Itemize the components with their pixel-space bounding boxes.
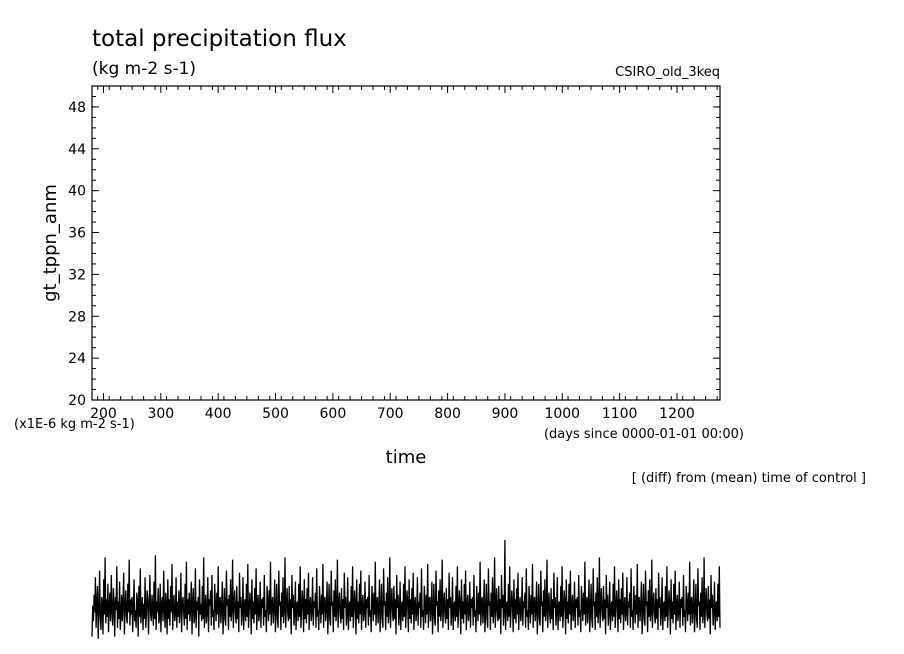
y-tick-label: 44: [68, 142, 86, 158]
x-tick-label: 500: [262, 406, 289, 422]
x-tick-label: 1200: [659, 406, 695, 422]
x-tick-label: 600: [320, 406, 347, 422]
x-axis-label: time: [386, 447, 427, 468]
x-axis-ticks: 200 300 400 500 600 700 800 900 1000 1100 1200: [90, 86, 718, 422]
y-axis-ticks: 20 24 28 32 36 40 44 48: [68, 85, 720, 409]
y-tick-label: 40: [68, 184, 86, 200]
y-tick-label: 32: [68, 267, 86, 283]
units-label: (kg m-2 s-1): [92, 59, 196, 79]
x-tick-label: 1100: [602, 406, 638, 422]
x-tick-label: 1000: [544, 406, 580, 422]
x-tick-label: 200: [90, 406, 117, 422]
y-tick-label: 48: [68, 100, 86, 116]
x-tick-label: 900: [492, 406, 519, 422]
x-units-label: (days since 0000-01-01 00:00): [544, 427, 744, 442]
x-tick-label: 300: [147, 406, 174, 422]
x-tick-label: 400: [205, 406, 232, 422]
y-scale-note: (x1E-6 kg m-2 s-1): [14, 417, 135, 432]
model-label: CSIRO_old_3keq: [615, 65, 720, 80]
plot-frame: [91, 85, 721, 401]
series-line: [91, 539, 721, 639]
chart-title: total precipitation flux: [92, 26, 347, 52]
y-tick-label: 36: [68, 226, 86, 242]
y-tick-label: 20: [68, 393, 86, 409]
y-tick-label: 24: [68, 351, 86, 367]
comparison-note: [ (diff) from (mean) time of control ]: [632, 471, 866, 486]
x-tick-label: 800: [434, 406, 461, 422]
y-axis-label: gt_tppn_anm: [40, 184, 61, 302]
x-tick-label: 700: [377, 406, 404, 422]
y-tick-label: 28: [68, 309, 86, 325]
